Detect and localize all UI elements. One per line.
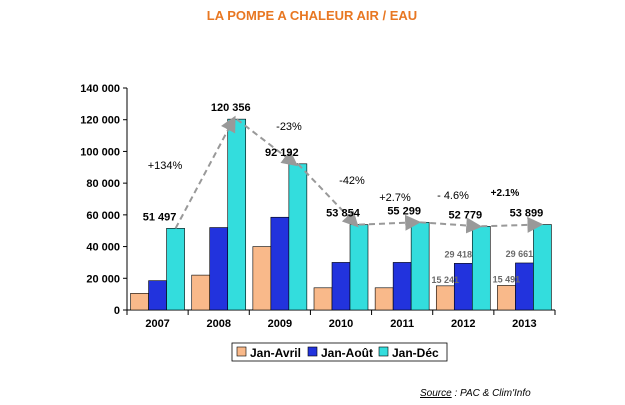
legend: Jan-Avril Jan-Août Jan-Déc bbox=[231, 342, 448, 362]
legend-label: Jan-Déc bbox=[392, 346, 439, 360]
x-tick-label: 2009 bbox=[268, 318, 292, 330]
legend-box bbox=[231, 342, 448, 362]
annotation-pct-change: +2.1% bbox=[491, 188, 520, 199]
source-note: Source : PAC & Clim'Info bbox=[420, 388, 531, 399]
trend-arrow bbox=[236, 118, 299, 167]
trend-arrow bbox=[358, 214, 422, 231]
bar-jan-d-c bbox=[166, 228, 185, 311]
data-label-jan-dec: 53 854 bbox=[326, 208, 361, 220]
trend-line bbox=[174, 115, 544, 234]
source-label: Source bbox=[420, 388, 452, 399]
trend-arrow bbox=[174, 115, 236, 229]
data-label-jan-aout: 29 661 bbox=[506, 249, 534, 259]
annotation-pct-change: - 4.6% bbox=[437, 190, 469, 202]
bar-jan-d-c bbox=[288, 163, 308, 311]
x-tick-label: 2013 bbox=[512, 318, 536, 330]
bar-jan-d-c bbox=[471, 226, 491, 311]
y-tick-label: 80 000 bbox=[86, 178, 120, 190]
bar-jan-avril bbox=[313, 287, 333, 311]
bar-jan-d-c bbox=[349, 224, 369, 311]
legend-label: Jan-Avril bbox=[250, 346, 301, 360]
annotation-pct-change: +134% bbox=[148, 160, 183, 172]
bar-jan-ao-t bbox=[515, 262, 534, 311]
annotations: +134% -23% -42% +2.7% - 4.6% +2.1% bbox=[148, 121, 520, 204]
bar-jan-avril bbox=[130, 293, 149, 311]
bar-jan-ao-t bbox=[270, 216, 290, 311]
bar-jan-ao-t bbox=[209, 227, 229, 311]
bar-jan-ao-t bbox=[148, 280, 167, 311]
bars bbox=[130, 118, 552, 311]
bar-jan-d-c bbox=[410, 222, 430, 311]
bar-jan-d-c bbox=[533, 224, 552, 311]
annotation-pct-change: -23% bbox=[276, 121, 302, 133]
x-tick-label: 2012 bbox=[451, 318, 475, 330]
axes: 0 20 000 40 000 60 000 80 000 100 000 120 000 1… bbox=[80, 83, 556, 330]
bar-jan-avril bbox=[252, 246, 272, 311]
legend-swatch bbox=[378, 346, 389, 357]
bar-jan-avril bbox=[374, 287, 394, 311]
bar-jan-d-c bbox=[227, 118, 247, 311]
x-tick-label: 2010 bbox=[329, 318, 353, 330]
legend-swatch bbox=[236, 346, 247, 357]
y-tick-label: 120 000 bbox=[80, 115, 120, 127]
bar-jan-avril bbox=[191, 274, 211, 311]
y-tick-label: 100 000 bbox=[80, 146, 120, 158]
chart-title: LA POMPE A CHALEUR AIR / EAU bbox=[207, 8, 417, 23]
data-label-jan-dec: 52 779 bbox=[448, 209, 482, 221]
y-tick-label: 0 bbox=[114, 305, 120, 317]
bar-jan-avril bbox=[497, 285, 516, 311]
y-tick-label: 140 000 bbox=[80, 83, 120, 95]
x-tick-label: 2007 bbox=[145, 318, 169, 330]
data-label-jan-dec: 55 299 bbox=[387, 205, 421, 217]
y-tick-label: 60 000 bbox=[86, 210, 120, 222]
bar-jan-avril bbox=[435, 285, 455, 311]
data-label-jan-avril: 15 241 bbox=[432, 275, 460, 285]
data-label-jan-dec: 92 192 bbox=[265, 147, 299, 159]
legend-label: Jan-Août bbox=[321, 346, 373, 360]
y-tick-label: 40 000 bbox=[86, 242, 120, 254]
legend-swatch bbox=[307, 346, 318, 357]
data-label-jan-dec: 51 497 bbox=[143, 211, 177, 223]
bar-jan-ao-t bbox=[453, 263, 473, 311]
data-label-jan-dec: 120 356 bbox=[211, 102, 251, 114]
annotation-pct-change: +2.7% bbox=[379, 192, 411, 204]
y-tick-label: 20 000 bbox=[86, 273, 120, 285]
annotation-pct-change: -42% bbox=[339, 175, 365, 187]
data-label-jan-avril: 15 491 bbox=[493, 274, 521, 284]
data-label-jan-aout: 29 418 bbox=[445, 249, 473, 259]
data-labels: 51 497 120 356 92 192 53 854 55 299 52 779 15 … bbox=[143, 102, 544, 285]
x-tick-label: 2011 bbox=[390, 318, 414, 330]
trend-arrow bbox=[297, 163, 359, 228]
data-label-jan-dec: 53 899 bbox=[510, 208, 544, 220]
source-text: : PAC & Clim'Info bbox=[451, 388, 531, 399]
x-tick-label: 2008 bbox=[206, 318, 230, 330]
bar-jan-ao-t bbox=[331, 262, 351, 311]
bar-jan-ao-t bbox=[392, 262, 412, 311]
